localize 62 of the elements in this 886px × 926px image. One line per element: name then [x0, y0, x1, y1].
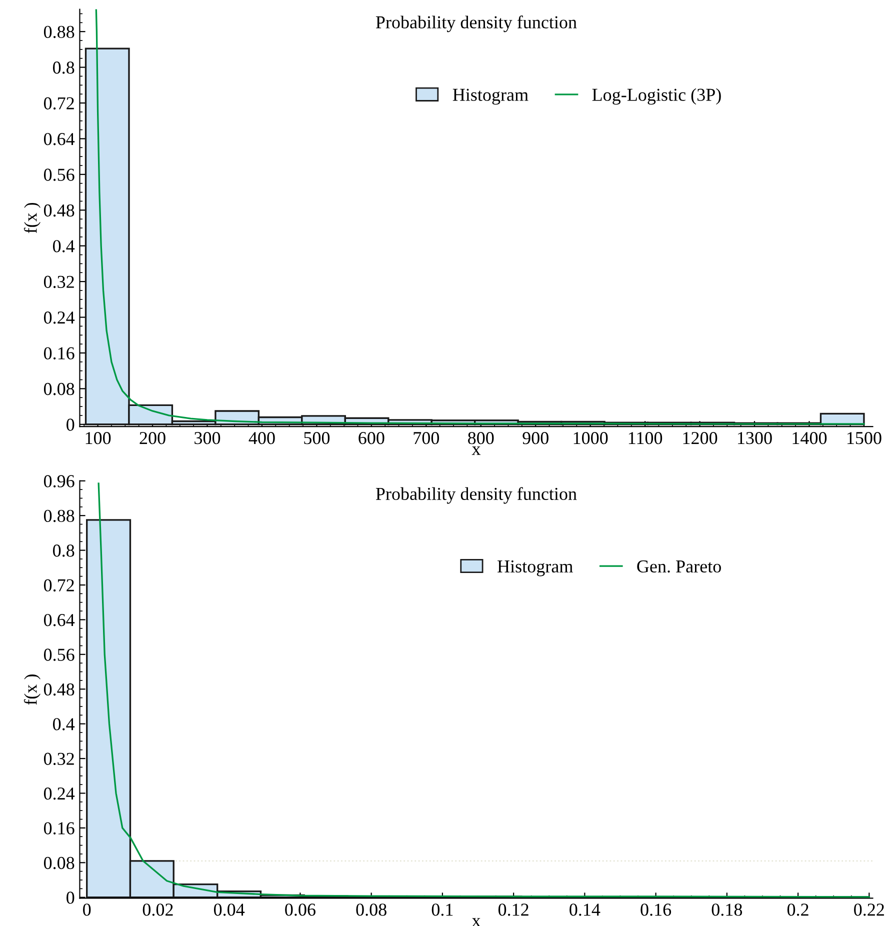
x-tick-label: 1500	[847, 432, 882, 444]
x-tick-label: 0.12	[498, 904, 528, 916]
y-tick-label: 0.08	[44, 856, 74, 870]
x-tick-label: 0.18	[712, 904, 742, 916]
legend-label: Log-Logistic (3P)	[592, 88, 721, 105]
y-tick-label: 0.88	[44, 510, 74, 522]
x-tick-label: 0	[83, 904, 91, 916]
x-tick-label: 300	[194, 432, 220, 444]
x-tick-label: 400	[248, 432, 275, 444]
y-tick-label: 0.4	[53, 718, 75, 730]
y-tick-label: 0.8	[53, 62, 74, 74]
legend-label: Histogram	[452, 88, 528, 105]
x-tick-label: 0.16	[640, 904, 672, 916]
y-tick-label: 0.16	[44, 347, 74, 360]
y-tick-label: 0.48	[44, 683, 74, 696]
y-tick-label: 0.8	[53, 544, 74, 557]
x-tick-label: 500	[304, 432, 330, 444]
x-tick-label: 700	[414, 432, 440, 444]
legend-label: Histogram	[498, 560, 573, 576]
y-tick-label: 0.24	[44, 787, 75, 800]
x-tick-label: 1300	[738, 432, 772, 444]
legend-label: Gen. Pareto	[637, 560, 721, 573]
y-tick-label: 0.08	[44, 382, 74, 396]
chart-title: Probability density function	[376, 487, 577, 504]
y-tick-label: 0.56	[44, 168, 74, 181]
y-tick-label: 0.4	[53, 240, 75, 252]
x-tick-label: 0.02	[142, 904, 173, 916]
y-tick-label: 0	[66, 892, 74, 904]
x-tick-label: 800	[468, 432, 494, 444]
y-tick-label: 0.64	[44, 132, 75, 146]
x-tick-label: 1400	[792, 432, 827, 444]
y-tick-label: 0.88	[44, 26, 74, 38]
y-tick-label: 0.48	[44, 204, 74, 217]
y-tick-label: 0.96	[44, 475, 74, 488]
x-tick-label: 100	[86, 432, 111, 444]
x-tick-label: 0.22	[854, 904, 884, 916]
y-tick-label: 0.56	[44, 648, 74, 661]
y-axis-title: f(x )	[24, 202, 41, 234]
x-tick-label: 900	[522, 432, 548, 444]
y-tick-label: 0	[66, 418, 74, 431]
x-tick-label: 1200	[683, 432, 718, 444]
x-tick-label: 0.08	[356, 904, 386, 916]
y-tick-label: 0.64	[44, 614, 75, 626]
x-axis-title: x	[472, 918, 481, 926]
y-tick-label: 0.72	[44, 97, 74, 110]
y-tick-label: 0.16	[44, 822, 74, 834]
x-tick-label: 0.06	[285, 904, 316, 916]
y-tick-label: 0.32	[44, 276, 74, 288]
y-tick-label: 0.32	[44, 752, 74, 766]
y-tick-label: 0.72	[44, 579, 74, 592]
x-tick-label: 600	[358, 432, 384, 444]
chart-title: Probability density function	[376, 16, 577, 32]
x-tick-label: 0.04	[214, 904, 245, 916]
x-tick-label: 1000	[574, 432, 608, 444]
x-tick-label: 0.14	[570, 904, 600, 916]
y-tick-label: 0.24	[44, 312, 75, 324]
y-axis-title: f(x )	[24, 674, 41, 705]
x-tick-label: 0.1	[432, 904, 453, 916]
x-axis-title: x	[472, 446, 481, 455]
x-tick-label: 1100	[628, 432, 662, 444]
x-tick-label: 200	[140, 432, 166, 444]
x-tick-label: 0.2	[787, 904, 808, 916]
